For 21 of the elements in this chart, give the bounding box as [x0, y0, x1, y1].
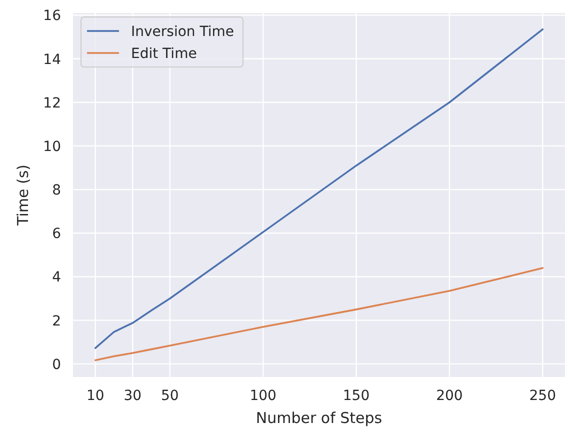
- legend-label: Inversion Time: [131, 24, 234, 40]
- x-tick-label: 30: [124, 388, 142, 404]
- y-axis-title: Time (s): [14, 164, 32, 226]
- y-tick-label: 16: [43, 8, 62, 24]
- x-tick-label: 200: [436, 388, 463, 404]
- y-tick-label: 12: [43, 95, 61, 112]
- x-tick-label: 50: [160, 388, 179, 404]
- x-tick-label: 150: [342, 388, 370, 404]
- y-tick-label: 0: [52, 356, 61, 373]
- y-tick-label: 4: [52, 270, 62, 286]
- line-series: [94, 267, 544, 362]
- x-axis-title: Number of Steps: [256, 409, 382, 427]
- y-tick-label: 2: [52, 313, 61, 330]
- y-tick-label: 14: [43, 52, 62, 68]
- y-tick-label: 10: [43, 138, 61, 155]
- y-tick-label: 8: [52, 182, 61, 199]
- x-tick-label: 250: [529, 388, 556, 404]
- legend-label: Edit Time: [131, 46, 197, 62]
- x-tick-label: 100: [250, 388, 276, 404]
- y-tick-label: 6: [52, 226, 62, 242]
- x-tick-label: 10: [86, 388, 104, 404]
